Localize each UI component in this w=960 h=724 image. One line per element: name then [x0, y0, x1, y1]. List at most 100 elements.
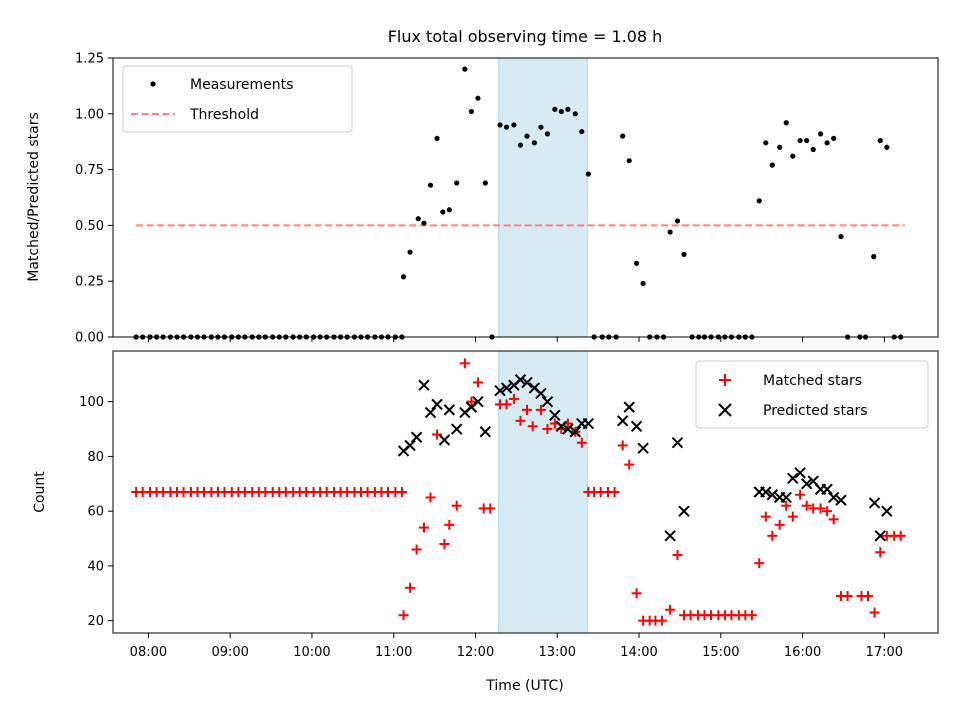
predicted-star-point [514, 374, 527, 386]
predicted-star-point [549, 409, 561, 422]
top-observing-span [498, 57, 588, 338]
bottom-axes-frame [112, 350, 939, 634]
matched-star-point [472, 377, 483, 388]
measurement-point [415, 216, 421, 222]
top-y-tick-label: 0.00 [75, 331, 104, 346]
bottom-legend: Matched stars Predicted stars [695, 360, 929, 429]
measurement-point [810, 146, 816, 153]
predicted-star-point [678, 505, 690, 517]
matched-star-point [508, 393, 519, 404]
matched-star-point [466, 396, 477, 407]
bottom-y-tick-label: 60 [87, 505, 104, 520]
matched-star-point [863, 591, 874, 602]
measurement-point [777, 144, 783, 150]
x-tick-label: 16:00 [784, 645, 821, 660]
predicted-star-point [623, 401, 635, 413]
matched-star-point [746, 610, 757, 621]
predicted-star-point [424, 406, 437, 419]
matched-star-point [396, 487, 407, 497]
predicted-star-point [431, 398, 443, 411]
bottom-observing-span [498, 350, 588, 634]
measurement-point [531, 140, 537, 146]
matched-star-point [522, 404, 533, 415]
matched-star-point [515, 415, 526, 426]
measurement-point [620, 133, 626, 139]
predicted-star-point [664, 530, 676, 542]
x-tick-label: 09:00 [211, 645, 248, 660]
predicted-star-point [794, 467, 806, 479]
matched-star-point [875, 547, 886, 558]
measurement-point [475, 95, 481, 101]
chart-title: Flux total observing time = 1.08 h [388, 27, 663, 46]
predicted-star-point [555, 420, 568, 432]
top-axes-frame [112, 57, 939, 338]
predicted-star-point [582, 417, 595, 430]
matched-star-point [451, 500, 462, 511]
matched-star-point [535, 404, 546, 415]
matched-star-point [418, 522, 429, 533]
predicted-star-point [443, 404, 456, 416]
predicted-star-point [881, 505, 893, 517]
legend-measurements-marker [150, 81, 156, 87]
measurement-point [674, 218, 681, 224]
matched-star-point [425, 492, 436, 503]
top-legend-box [122, 65, 353, 133]
bottom-series-predicted-stars [397, 374, 893, 542]
matched-star-point [444, 519, 455, 530]
measurement-point [400, 274, 407, 280]
predicted-star-point [541, 395, 554, 408]
matched-star-point [801, 500, 812, 511]
measurement-point [756, 198, 762, 204]
x-tick-label: 11:00 [375, 645, 412, 660]
matched-star-point [760, 511, 771, 522]
matched-star-point [774, 519, 785, 530]
matched-star-point [617, 440, 628, 451]
top-y-tick-label: 1.00 [75, 107, 104, 122]
matched-star-point [787, 511, 798, 522]
measurement-point [454, 180, 460, 186]
measurement-point [440, 209, 446, 215]
measurement-point [427, 182, 434, 188]
matched-star-point [439, 539, 450, 550]
predicted-star-point [562, 423, 574, 435]
matched-star-point [411, 544, 422, 555]
matched-star-point [527, 421, 538, 432]
legend-matched-marker [719, 374, 731, 386]
measurement-point [552, 106, 558, 112]
matched-star-point [656, 615, 667, 626]
measurement-point [565, 106, 571, 112]
measurement-point [538, 124, 544, 130]
legend-predicted-label: Predicted stars [763, 403, 868, 419]
x-tick-label: 13:00 [539, 645, 576, 660]
matched-star-point [485, 503, 496, 514]
top-y-tick-label: 0.50 [75, 219, 104, 234]
matched-star-point [665, 604, 676, 615]
predicted-star-point [637, 442, 649, 454]
legend-threshold-label: Threshold [189, 107, 259, 123]
matched-star-point [828, 514, 839, 525]
predicted-star-point [780, 491, 792, 504]
measurement-point [626, 158, 632, 164]
bottom-y-tick-label: 40 [87, 559, 104, 574]
predicted-star-point [821, 483, 833, 495]
predicted-star-point [569, 426, 581, 438]
matched-star-point [576, 437, 587, 448]
matched-star-point [609, 487, 620, 497]
legend-matched-label: Matched stars [763, 373, 862, 389]
measurement-point [511, 122, 517, 128]
predicted-star-point [874, 530, 886, 542]
predicted-star-point [868, 497, 881, 509]
predicted-star-point [630, 420, 643, 432]
matched-star-point [624, 459, 635, 470]
measurement-point [790, 153, 796, 159]
measurement-point [517, 142, 524, 148]
measurement-point [407, 249, 413, 255]
predicted-star-point [835, 494, 847, 506]
bottom-y-tick-label: 80 [87, 450, 104, 465]
measurement-point [783, 120, 789, 126]
measurement-point [579, 129, 585, 135]
predicted-star-point [418, 379, 430, 391]
legend-predicted-marker [718, 403, 732, 417]
measurement-point [572, 111, 578, 117]
matched-star-point [842, 591, 853, 602]
